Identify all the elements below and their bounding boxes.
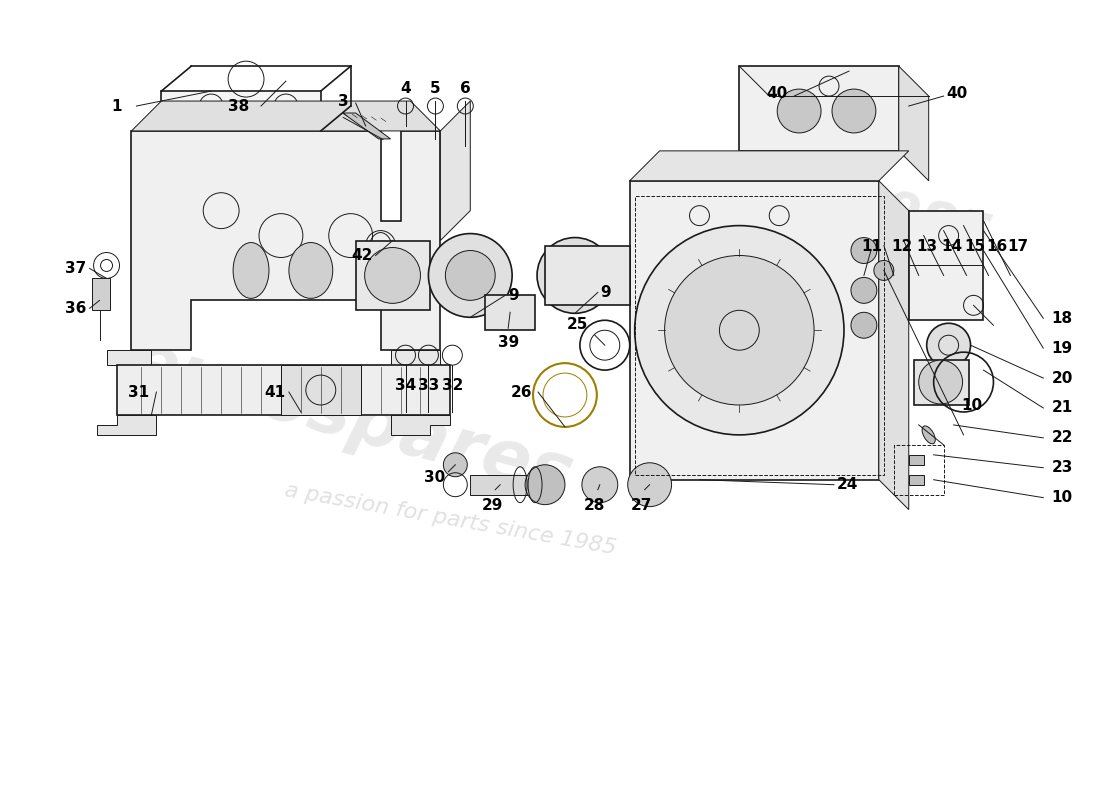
Bar — [471, 474, 544, 494]
Text: 24: 24 — [837, 478, 858, 492]
Text: 23: 23 — [1052, 460, 1072, 475]
Text: 1: 1 — [111, 98, 121, 114]
Polygon shape — [909, 210, 983, 320]
Text: 11: 11 — [861, 238, 882, 254]
Circle shape — [553, 254, 597, 298]
Circle shape — [443, 453, 468, 477]
Text: 36: 36 — [65, 301, 87, 316]
Circle shape — [851, 278, 877, 303]
Text: 29: 29 — [482, 498, 503, 513]
Polygon shape — [280, 365, 361, 415]
Text: 13: 13 — [916, 238, 937, 254]
Text: 15: 15 — [964, 238, 986, 254]
Text: 32: 32 — [442, 378, 463, 393]
Polygon shape — [390, 415, 450, 435]
Polygon shape — [485, 295, 535, 330]
Bar — [909, 455, 924, 465]
Text: 14: 14 — [940, 238, 962, 254]
Text: 3: 3 — [338, 94, 349, 109]
Text: 34: 34 — [395, 378, 416, 393]
Polygon shape — [162, 91, 321, 131]
Text: 37: 37 — [65, 261, 87, 276]
Circle shape — [428, 234, 513, 318]
Text: 40: 40 — [947, 86, 968, 101]
Polygon shape — [440, 101, 471, 241]
Polygon shape — [544, 246, 629, 306]
Circle shape — [926, 323, 970, 367]
Polygon shape — [355, 241, 430, 310]
Circle shape — [664, 255, 814, 405]
Polygon shape — [132, 101, 440, 131]
Text: 5: 5 — [430, 81, 441, 96]
Circle shape — [918, 360, 962, 404]
Text: a passion for parts since 1985: a passion for parts since 1985 — [283, 481, 618, 558]
Polygon shape — [899, 66, 928, 181]
Bar — [909, 474, 924, 485]
Text: 10: 10 — [1052, 490, 1072, 505]
Circle shape — [446, 250, 495, 300]
Ellipse shape — [233, 242, 270, 298]
Polygon shape — [343, 113, 390, 139]
Circle shape — [537, 238, 613, 314]
Ellipse shape — [922, 426, 935, 444]
Circle shape — [873, 261, 894, 281]
Text: 21: 21 — [1052, 401, 1072, 415]
Polygon shape — [629, 181, 879, 480]
Circle shape — [582, 466, 618, 502]
Polygon shape — [629, 151, 909, 181]
Text: 19: 19 — [1052, 341, 1072, 356]
Text: 9: 9 — [600, 285, 610, 300]
Circle shape — [778, 89, 821, 133]
Text: 22: 22 — [1052, 430, 1072, 446]
Circle shape — [832, 89, 876, 133]
Text: 42: 42 — [351, 248, 373, 263]
Text: 1985: 1985 — [842, 177, 997, 265]
Text: 25: 25 — [566, 318, 587, 332]
Text: 10: 10 — [961, 398, 982, 413]
Circle shape — [851, 312, 877, 338]
Polygon shape — [739, 66, 899, 151]
Text: 17: 17 — [1008, 238, 1028, 254]
Circle shape — [525, 465, 565, 505]
Polygon shape — [390, 350, 440, 365]
Polygon shape — [879, 181, 909, 510]
Bar — [914, 360, 968, 405]
Circle shape — [364, 247, 420, 303]
Text: 12: 12 — [891, 238, 912, 254]
Text: 41: 41 — [265, 385, 286, 399]
Text: 31: 31 — [129, 385, 150, 399]
Text: 40: 40 — [766, 86, 788, 101]
Text: 27: 27 — [631, 498, 652, 513]
Circle shape — [628, 462, 672, 506]
Text: 9: 9 — [508, 288, 519, 303]
Polygon shape — [97, 415, 156, 435]
Bar — [635, 196, 883, 474]
Text: 39: 39 — [497, 335, 519, 350]
Text: 4: 4 — [400, 81, 410, 96]
Text: 26: 26 — [510, 385, 532, 399]
Text: 38: 38 — [228, 98, 249, 114]
Text: 16: 16 — [986, 238, 1008, 254]
Circle shape — [635, 226, 844, 435]
Text: eurospares: eurospares — [121, 327, 580, 512]
Text: 33: 33 — [418, 378, 439, 393]
Bar — [91, 278, 110, 310]
Text: 28: 28 — [584, 498, 605, 513]
Polygon shape — [107, 350, 152, 365]
Ellipse shape — [289, 242, 333, 298]
Text: 30: 30 — [425, 470, 446, 486]
Text: 20: 20 — [1052, 370, 1072, 386]
Text: 6: 6 — [460, 81, 471, 96]
Text: 18: 18 — [1052, 310, 1072, 326]
Circle shape — [851, 238, 877, 263]
Polygon shape — [117, 365, 450, 415]
Bar — [894, 445, 944, 494]
Polygon shape — [132, 131, 440, 350]
